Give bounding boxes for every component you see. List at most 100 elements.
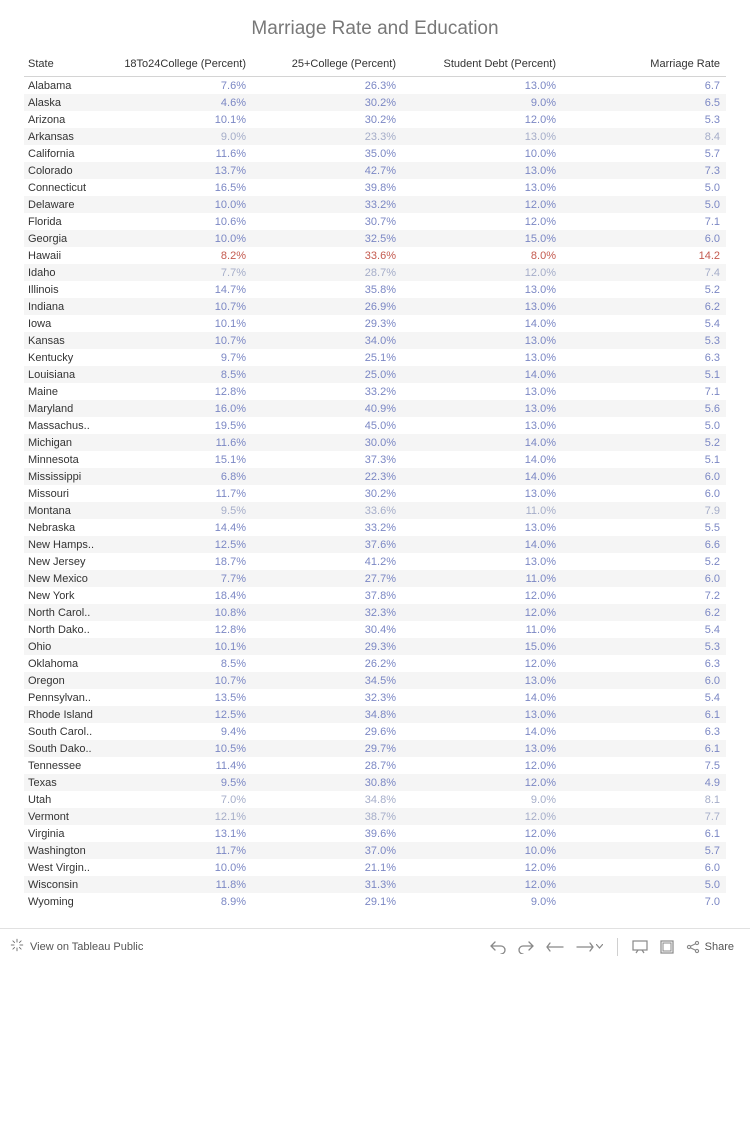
table-row[interactable]: Mississippi6.8%22.3%14.0%6.0 [24, 468, 726, 485]
table-row[interactable]: Ohio10.1%29.3%15.0%5.3 [24, 638, 726, 655]
view-on-tableau-public-button[interactable]: View on Tableau Public [10, 938, 143, 955]
col-marriage-cell: 6.3 [562, 349, 726, 366]
col-marriage-cell: 6.6 [562, 536, 726, 553]
table-row[interactable]: Washington11.7%37.0%10.0%5.7 [24, 842, 726, 859]
col-marriage-cell: 5.0 [562, 876, 726, 893]
col-18to24-cell: 10.8% [102, 604, 252, 621]
table-row[interactable]: Indiana10.7%26.9%13.0%6.2 [24, 298, 726, 315]
table-row[interactable]: North Dako..12.8%30.4%11.0%5.4 [24, 621, 726, 638]
col-debt-cell: 13.0% [402, 740, 562, 757]
state-cell: Alabama [24, 77, 102, 95]
table-row[interactable]: Wisconsin11.8%31.3%12.0%5.0 [24, 876, 726, 893]
col-18to24-cell: 10.0% [102, 196, 252, 213]
table-row[interactable]: Iowa10.1%29.3%14.0%5.4 [24, 315, 726, 332]
col-debt-cell: 12.0% [402, 859, 562, 876]
table-row[interactable]: Connecticut16.5%39.8%13.0%5.0 [24, 179, 726, 196]
table-row[interactable]: Oregon10.7%34.5%13.0%6.0 [24, 672, 726, 689]
table-row[interactable]: Kansas10.7%34.0%13.0%5.3 [24, 332, 726, 349]
table-row[interactable]: Arizona10.1%30.2%12.0%5.3 [24, 111, 726, 128]
table-row[interactable]: California11.6%35.0%10.0%5.7 [24, 145, 726, 162]
table-row[interactable]: Pennsylvan..13.5%32.3%14.0%5.4 [24, 689, 726, 706]
header-state[interactable]: State [24, 54, 102, 77]
view-on-tableau-public-label: View on Tableau Public [30, 941, 143, 953]
table-row[interactable]: New Hamps..12.5%37.6%14.0%6.6 [24, 536, 726, 553]
table-row[interactable]: Alabama7.6%26.3%13.0%6.7 [24, 77, 726, 95]
col-18to24-cell: 9.5% [102, 502, 252, 519]
table-row[interactable]: South Carol..9.4%29.6%14.0%6.3 [24, 723, 726, 740]
col-25plus-cell: 30.2% [252, 485, 402, 502]
table-row[interactable]: Vermont12.1%38.7%12.0%7.7 [24, 808, 726, 825]
table-row[interactable]: Colorado13.7%42.7%13.0%7.3 [24, 162, 726, 179]
col-debt-cell: 12.0% [402, 213, 562, 230]
col-18to24-cell: 11.4% [102, 757, 252, 774]
table-row[interactable]: Georgia10.0%32.5%15.0%6.0 [24, 230, 726, 247]
col-18to24-cell: 12.1% [102, 808, 252, 825]
col-25plus-cell: 40.9% [252, 400, 402, 417]
table-row[interactable]: Louisiana8.5%25.0%14.0%5.1 [24, 366, 726, 383]
table-row[interactable]: Kentucky9.7%25.1%13.0%6.3 [24, 349, 726, 366]
table-row[interactable]: Delaware10.0%33.2%12.0%5.0 [24, 196, 726, 213]
table-row[interactable]: Florida10.6%30.7%12.0%7.1 [24, 213, 726, 230]
state-cell: California [24, 145, 102, 162]
header-25plus[interactable]: 25+College (Percent) [252, 54, 402, 77]
revert-button[interactable] [540, 937, 570, 957]
table-row[interactable]: Massachus..19.5%45.0%13.0%5.0 [24, 417, 726, 434]
replay-button[interactable] [570, 937, 609, 957]
table-row[interactable]: South Dako..10.5%29.7%13.0%6.1 [24, 740, 726, 757]
table-row[interactable]: Maine12.8%33.2%13.0%7.1 [24, 383, 726, 400]
table-row[interactable]: New Jersey18.7%41.2%13.0%5.2 [24, 553, 726, 570]
col-marriage-cell: 7.2 [562, 587, 726, 604]
header-18to24[interactable]: 18To24College (Percent) [102, 54, 252, 77]
col-debt-cell: 13.0% [402, 400, 562, 417]
col-marriage-cell: 5.0 [562, 179, 726, 196]
col-debt-cell: 12.0% [402, 264, 562, 281]
table-row[interactable]: Montana9.5%33.6%11.0%7.9 [24, 502, 726, 519]
table-row[interactable]: Idaho7.7%28.7%12.0%7.4 [24, 264, 726, 281]
table-row[interactable]: Michigan11.6%30.0%14.0%5.2 [24, 434, 726, 451]
col-debt-cell: 14.0% [402, 366, 562, 383]
table-row[interactable]: Rhode Island12.5%34.8%13.0%6.1 [24, 706, 726, 723]
col-marriage-cell: 6.1 [562, 706, 726, 723]
table-row[interactable]: Texas9.5%30.8%12.0%4.9 [24, 774, 726, 791]
table-row[interactable]: Oklahoma8.5%26.2%12.0%6.3 [24, 655, 726, 672]
undo-button[interactable] [484, 936, 512, 958]
redo-button[interactable] [512, 936, 540, 958]
table-row[interactable]: Maryland16.0%40.9%13.0%5.6 [24, 400, 726, 417]
table-row[interactable]: Virginia13.1%39.6%12.0%6.1 [24, 825, 726, 842]
col-debt-cell: 12.0% [402, 196, 562, 213]
header-marriage[interactable]: Marriage Rate [562, 54, 726, 77]
table-row[interactable]: Arkansas9.0%23.3%13.0%8.4 [24, 128, 726, 145]
table-row[interactable]: New Mexico7.7%27.7%11.0%6.0 [24, 570, 726, 587]
table-row[interactable]: Missouri11.7%30.2%13.0%6.0 [24, 485, 726, 502]
col-25plus-cell: 35.0% [252, 145, 402, 162]
table-row[interactable]: New York18.4%37.8%12.0%7.2 [24, 587, 726, 604]
table-row[interactable]: Wyoming8.9%29.1%9.0%7.0 [24, 893, 726, 910]
state-cell: Connecticut [24, 179, 102, 196]
table-row[interactable]: North Carol..10.8%32.3%12.0%6.2 [24, 604, 726, 621]
col-marriage-cell: 7.1 [562, 383, 726, 400]
table-row[interactable]: Tennessee11.4%28.7%12.0%7.5 [24, 757, 726, 774]
col-debt-cell: 12.0% [402, 111, 562, 128]
share-button[interactable]: Share [680, 936, 740, 958]
col-18to24-cell: 13.5% [102, 689, 252, 706]
col-debt-cell: 14.0% [402, 434, 562, 451]
state-cell: Illinois [24, 281, 102, 298]
table-row[interactable]: Minnesota15.1%37.3%14.0%5.1 [24, 451, 726, 468]
presentation-button[interactable] [626, 936, 654, 958]
table-row[interactable]: Utah7.0%34.8%9.0%8.1 [24, 791, 726, 808]
table-row[interactable]: Alaska4.6%30.2%9.0%6.5 [24, 94, 726, 111]
table-row[interactable]: Hawaii8.2%33.6%8.0%14.2 [24, 247, 726, 264]
state-cell: Alaska [24, 94, 102, 111]
state-cell: Tennessee [24, 757, 102, 774]
download-button[interactable] [654, 936, 680, 958]
table-row[interactable]: Nebraska14.4%33.2%13.0%5.5 [24, 519, 726, 536]
state-cell: South Carol.. [24, 723, 102, 740]
col-25plus-cell: 30.0% [252, 434, 402, 451]
col-18to24-cell: 8.9% [102, 893, 252, 910]
col-25plus-cell: 30.2% [252, 94, 402, 111]
table-row[interactable]: West Virgin..10.0%21.1%12.0%6.0 [24, 859, 726, 876]
state-cell: Arkansas [24, 128, 102, 145]
header-debt[interactable]: Student Debt (Percent) [402, 54, 562, 77]
col-25plus-cell: 26.3% [252, 77, 402, 95]
table-row[interactable]: Illinois14.7%35.8%13.0%5.2 [24, 281, 726, 298]
